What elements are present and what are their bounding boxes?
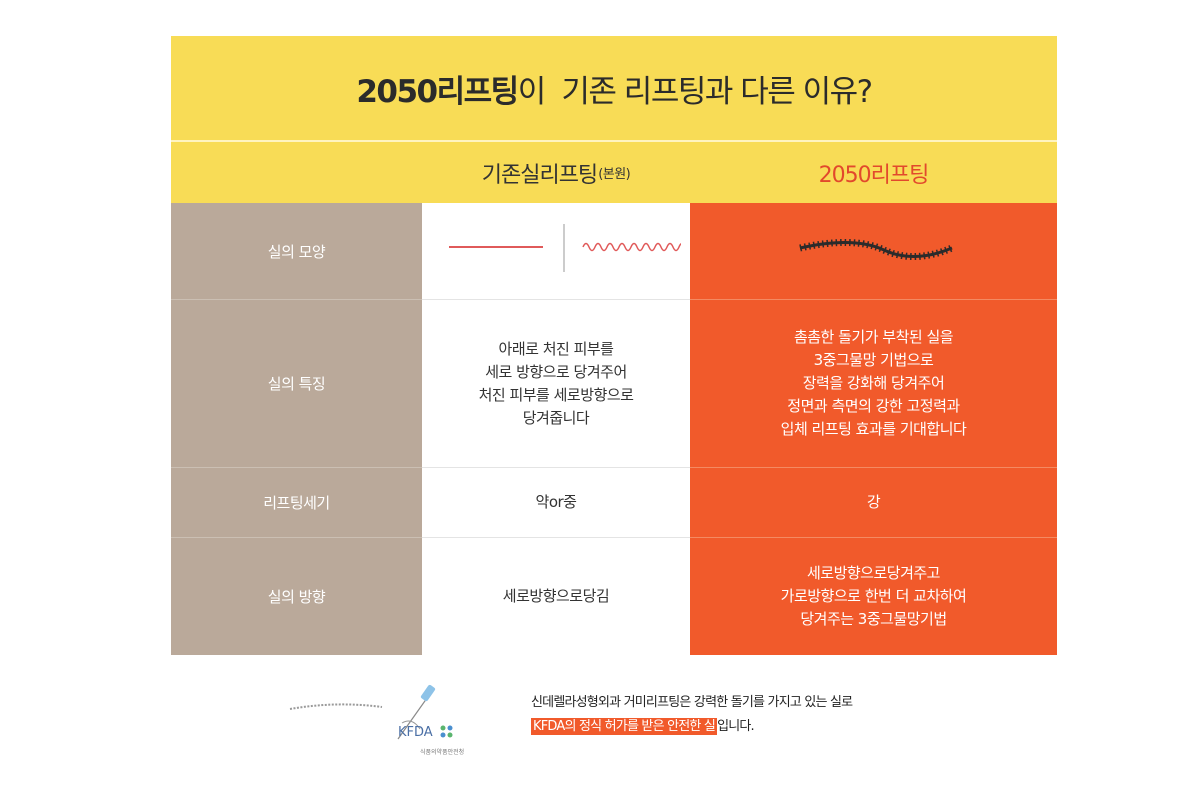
existing-thread-illustration <box>449 224 681 272</box>
thread-direction-existing: 세로방향으로당김 <box>422 537 690 655</box>
page-title: 2050리프팅이 기존 리프팅과 다른 이유? <box>356 66 873 111</box>
title-bold: 2050리프팅 <box>356 73 519 110</box>
row-label: 실의 특징 <box>171 299 422 467</box>
footer-line2: KFDA의 정식 허가를 받은 안전한 실 입니다. <box>531 715 852 739</box>
barbed-thread-icon <box>798 239 953 261</box>
footer-line1: 신데렐라성형외과 거미리프팅은 강력한 돌기를 가지고 있는 실로 <box>531 695 853 710</box>
header-existing-lifting: 기존실리프팅 (본원) <box>422 142 690 203</box>
text-line: 당겨줍니다 <box>522 408 590 427</box>
barbed-thread-sample-icon <box>289 703 383 710</box>
text-line: 세로방향으로당겨주고 <box>806 564 941 582</box>
characteristics-2050: 촘촘한 돌기가 부착된 실을 3중그물망 기법으로 장력을 강화해 당겨주어 정… <box>690 299 1057 467</box>
table-row-thread-direction: 실의 방향 세로방향으로당김 세로방향으로당겨주고 가로방향으로 한번 더 교차… <box>171 537 1057 655</box>
characteristics-existing: 아래로 처진 피부를 세로 방향으로 당겨주어 처진 피부를 세로방향으로 당겨… <box>422 299 690 467</box>
comparison-table: 실의 모양 실의 특징 아래로 처진 피부를 세로 방향으로 당겨주어 처진 피… <box>171 203 1057 655</box>
title-banner: 2050리프팅이 기존 리프팅과 다른 이유? <box>171 36 1057 140</box>
header-existing-label: 기존실리프팅 <box>481 162 598 188</box>
lifting-strength-existing: 약or중 <box>422 467 690 537</box>
text-line: 가로방향으로 한번 더 교차하여 <box>780 587 967 605</box>
text-line: 처진 피부를 세로방향으로 <box>478 385 634 404</box>
text-line: 정면과 측면의 강한 고정력과 <box>787 397 960 415</box>
text-line: 장력을 강화해 당겨주어 <box>802 374 945 392</box>
row-label: 리프팅세기 <box>171 467 422 537</box>
wavy-thread-icon <box>582 242 681 252</box>
text-line: 당겨주는 3중그물망기법 <box>800 610 947 628</box>
text-line: 입체 리프팅 효과를 기대합니다 <box>780 420 967 438</box>
footer-text: 신데렐라성형외과 거미리프팅은 강력한 돌기를 가지고 있는 실로 KFDA의 … <box>531 691 853 739</box>
table-row-characteristics: 실의 특징 아래로 처진 피부를 세로 방향으로 당겨주어 처진 피부를 세로방… <box>171 299 1057 467</box>
text-line: 3중그물망 기법으로 <box>813 351 934 369</box>
text-line: 촘촘한 돌기가 부착된 실을 <box>793 328 954 346</box>
text-line: 세로 방향으로 당겨주어 <box>485 362 627 381</box>
kfda-logo: KFDA <box>398 725 433 740</box>
kfda-dots-icon <box>440 725 453 738</box>
kfda-subtitle: 식품의약품안전청 <box>420 749 465 756</box>
thread-direction-2050: 세로방향으로당겨주고 가로방향으로 한번 더 교차하여 당겨주는 3중그물망기법 <box>690 537 1057 655</box>
comparison-header: 기존실리프팅 (본원) 2050리프팅 <box>171 142 1057 203</box>
thread-shape-existing <box>422 203 690 299</box>
table-row-lifting-strength: 리프팅세기 약or중 강 <box>171 467 1057 537</box>
thread-shape-2050 <box>690 203 1057 299</box>
header-existing-note: (본원) <box>598 167 631 182</box>
table-row-thread-shape: 실의 모양 <box>171 203 1057 299</box>
text-line: 아래로 처진 피부를 <box>498 339 614 358</box>
header-2050-lifting: 2050리프팅 <box>818 162 930 188</box>
row-label: 실의 모양 <box>171 203 422 299</box>
needle-icon <box>397 684 436 740</box>
row-label: 실의 방향 <box>171 537 422 655</box>
kfda-highlight: KFDA의 정식 허가를 받은 안전한 실 <box>531 718 718 735</box>
footer-line2-rest: 입니다. <box>717 719 755 734</box>
title-rest: 이 기존 리프팅과 다른 이유? <box>517 73 873 110</box>
banner-divider <box>171 140 1057 142</box>
lifting-strength-2050: 강 <box>690 467 1057 537</box>
footer-note: KFDA 식품의약품안전청 신데렐라성형외과 거미리프팅은 강력한 돌기를 가지… <box>0 665 1200 800</box>
